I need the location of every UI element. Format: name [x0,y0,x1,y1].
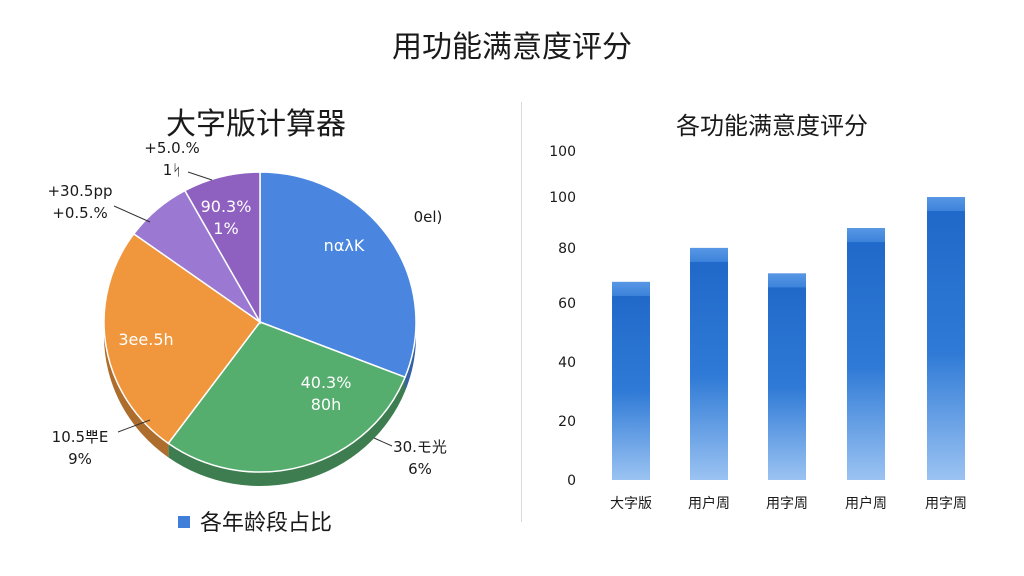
panel-divider [521,102,522,522]
pie-outer-label-0-line: 0el) [414,208,443,226]
pie-slice-label-2: 3ee.5h [118,330,173,349]
pie-slice-label-4: 90.3% 1% [201,197,252,238]
pie-outer-label-2-line: 9% [68,450,92,468]
pie-slice-label-4-line: 90.3% [201,197,252,216]
pie-outer-label-2: 10.5뿌E 9% [52,428,109,468]
pie-slice-2 [103,232,262,445]
pie-outer-label-0: 0el) [414,208,443,226]
pie-leader-line-0 [187,171,213,181]
pie-chart: 大字版计算器 nαλΚ 40.3% 80h 3ee.5h 90.3% 1% 0el) 30.モ光… [47,107,446,536]
bar-2 [768,273,806,480]
pie-slice-label-0: nαλΚ [324,236,365,255]
x-category-label: 用户周 [688,495,730,512]
y-tick-label: 40 [558,355,576,371]
x-category-label: 用字周 [925,496,967,512]
bar-cap [612,281,650,296]
pie-outer-label-3-line: +30.5pp [47,182,112,200]
pie-leader-line-2 [117,419,151,433]
bar-body [768,273,806,480]
pie-outer-label-1-line: 30.モ光 [393,438,447,456]
bar-body [927,197,965,480]
bar-3 [847,228,885,480]
pie-leader-line-1 [113,205,151,223]
bar-chart: 各功能满意度评分 0 20 40 60 80 100 100 大字版 用户周 用字周 用户周 用字周 [549,112,967,512]
pie-title: 大字版计算器 [166,107,346,142]
bar-title: 各功能满意度评分 [676,112,868,140]
pie-outer-label-3: +30.5pp +0.5.% [47,182,112,222]
pie-slice-side-0 [405,322,416,392]
bar-cap [927,197,965,211]
bar-cap [768,273,806,288]
pie-slice-side-2 [104,322,169,458]
bar-body [690,247,728,480]
y-tick-label: 20 [558,414,576,430]
pie-slice-label-1: 40.3% 80h [301,373,352,414]
pie-outer-label-1: 30.モ光 6% [393,438,447,478]
pie-outer-label-2-line: 10.5뿌E [52,428,109,446]
y-tick-label: 100 [549,190,576,206]
pie-slice-side-1 [168,377,406,486]
bar-cap [847,228,885,243]
x-category-label: 用字周 [766,496,808,512]
pie-outer-label-3-line: +0.5.% [52,204,107,222]
bar-4 [927,197,965,480]
y-tick-label: 100 [549,144,576,160]
pie-outer-label-4-line: 1ᛋ [163,161,182,179]
bar-cap [690,247,728,262]
pie-depth [104,322,416,486]
bar-1 [690,247,728,480]
pie-slice-4 [183,171,261,325]
bar-body [847,228,885,480]
pie-slice-label-1-line: 40.3% [301,373,352,392]
pie-outer-label-1-line: 6% [408,460,432,478]
bar-0 [612,281,650,480]
x-category-label: 用户周 [845,495,887,512]
x-category-label: 大字版 [610,496,652,512]
y-tick-label: 80 [558,241,576,257]
pie-leader-line-3 [373,437,393,447]
pie-outer-label-4-line: +5.0.% [144,139,199,157]
legend-label: 各年龄段占比 [200,511,332,536]
y-tick-label: 60 [558,296,576,312]
pie-slice-label-4-line: 1% [213,219,238,238]
legend-swatch [178,516,190,528]
pie-slice-label-0-line: nαλΚ [324,236,365,255]
y-tick-label: 0 [567,473,576,489]
pie-slice-label-1-line: 80h [311,395,342,414]
pie-slice-0 [259,171,417,379]
pie-outer-label-4: +5.0.% 1ᛋ [144,139,199,179]
pie-slice-1 [167,321,407,473]
page-title: 用功能满意度评分 [392,30,632,65]
pie-slice-label-2-line: 3ee.5h [118,330,173,349]
bar-body [612,281,650,480]
pie-legend: 各年龄段占比 [178,511,332,536]
